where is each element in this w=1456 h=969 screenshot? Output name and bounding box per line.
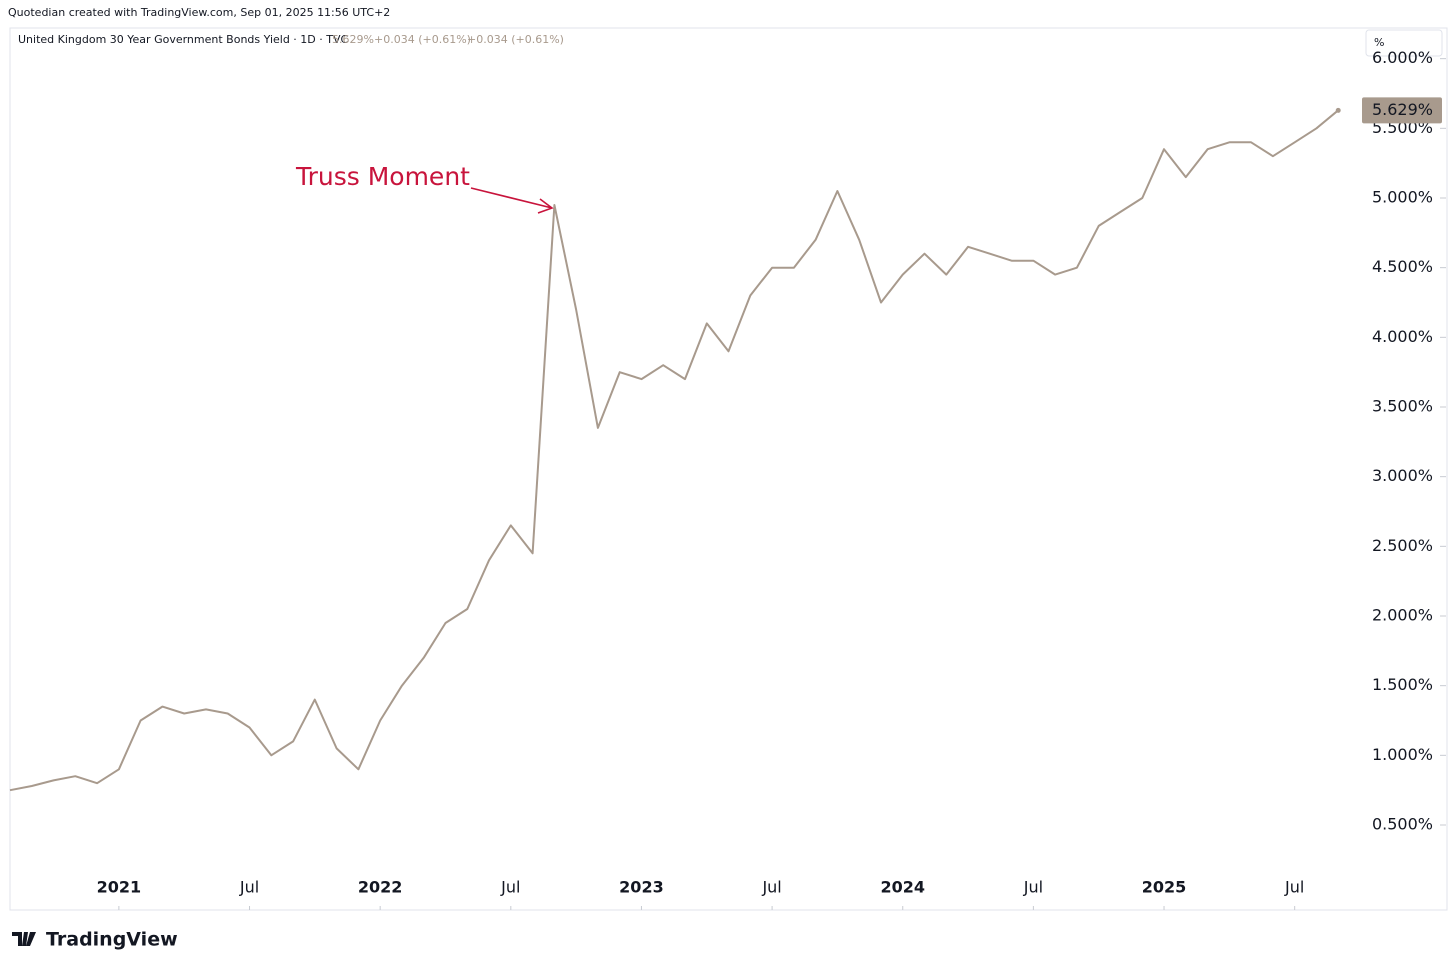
legend-change: +0.034 (+0.61%) [374,33,471,46]
x-tick-label: Jul [500,878,520,897]
y-tick-label: 1.000% [1372,745,1433,764]
y-tick-label: 3.500% [1372,396,1433,415]
last-point [1335,107,1341,113]
y-tick-label: 4.500% [1372,257,1433,276]
chart-frame [9,27,1448,911]
last-value-label: 5.629% [1372,100,1433,119]
credit: Quotedian created with TradingView.com, … [8,6,390,19]
x-tick-label: 2025 [1142,878,1187,897]
x-tick-label: 2021 [97,878,142,897]
y-tick-label: 0.500% [1372,815,1433,834]
x-tick-label: 2024 [880,878,925,897]
y-tick-label: 6.000% [1372,48,1433,67]
x-tick-label: 2022 [358,878,403,897]
last-value-badge [1362,97,1442,124]
y-tick-label: 2.000% [1372,606,1433,625]
x-tick-label: 2023 [619,878,664,897]
legend-change: +0.034 (+0.61%) [467,33,564,46]
unit-box [1365,29,1443,57]
legend-last: 5.629% [332,33,374,46]
x-tick-label: Jul [761,878,781,897]
annotation-arrow [470,187,554,214]
y-tick-label: 4.000% [1372,327,1433,346]
x-tick-label: Jul [1284,878,1304,897]
brand: TradingView [46,929,178,951]
brand-logo [12,932,36,946]
chart-title: United Kingdom 30 Year Government Bonds … [18,33,349,46]
plot [9,109,1339,792]
x-tick-label: Jul [239,878,259,897]
annotation: Truss Moment [295,162,470,191]
x-tick-label: Jul [1023,878,1043,897]
y-tick-label: 2.500% [1372,536,1433,555]
y-tick-label: 5.000% [1372,187,1433,206]
y-tick-label: 3.000% [1372,466,1433,485]
y-tick-label: 1.500% [1372,675,1433,694]
unit-label: % [1374,36,1384,49]
series-line [9,109,1339,792]
